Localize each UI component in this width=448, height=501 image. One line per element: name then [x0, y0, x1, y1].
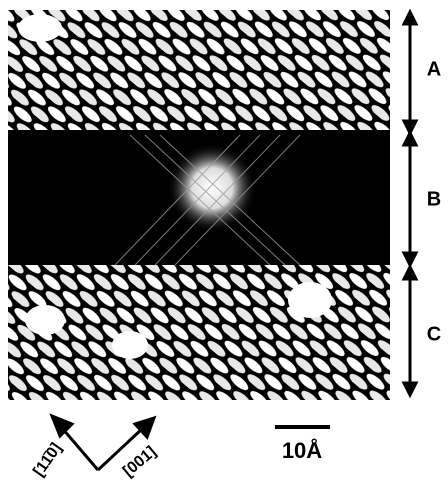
direction-label: [11̄0] [30, 440, 65, 480]
scale-label: 10Å [282, 437, 322, 463]
region-arrows [404, 12, 416, 395]
figure: A B C [11̄0] [001] 10Å [0, 0, 448, 501]
stm-image [8, 10, 390, 400]
region-label: B [427, 188, 441, 210]
region-label: A [427, 58, 441, 80]
direction-label: [001] [120, 443, 160, 480]
region-label: C [427, 323, 441, 345]
